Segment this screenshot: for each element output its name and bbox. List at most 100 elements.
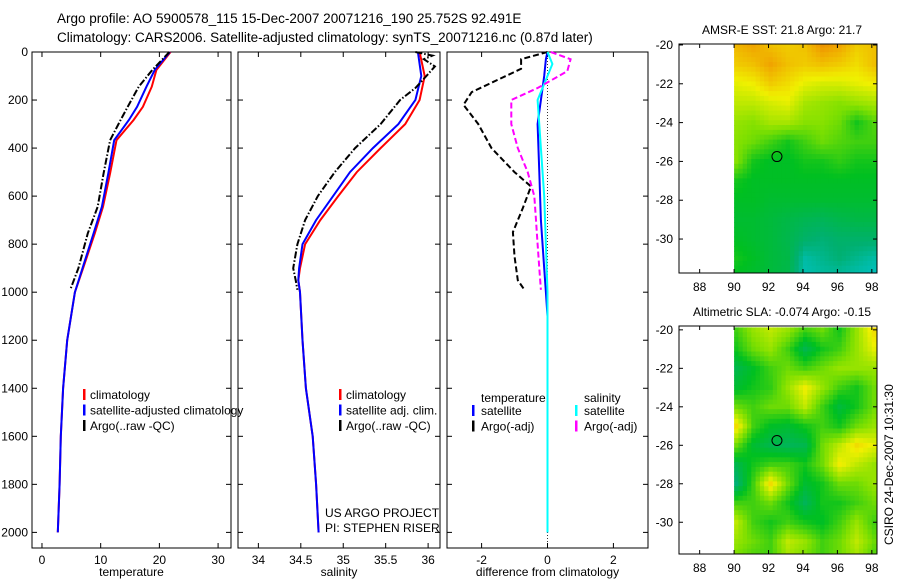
map-cell xyxy=(828,486,834,492)
map-cell xyxy=(828,529,834,535)
map-cell xyxy=(768,183,774,189)
map-cell xyxy=(858,57,864,63)
map-cell xyxy=(863,409,869,415)
map-cell xyxy=(824,491,830,497)
map-cell xyxy=(747,481,752,487)
map-cell xyxy=(751,529,757,535)
map-cell xyxy=(837,134,843,141)
map-cell xyxy=(867,471,873,478)
map-cell xyxy=(751,62,757,68)
map-cell xyxy=(785,52,791,58)
map-cell xyxy=(858,394,864,401)
map-cell xyxy=(759,57,765,63)
map-cell xyxy=(815,495,821,502)
x-tick-label: 10 xyxy=(94,553,108,567)
map-cell xyxy=(772,428,778,434)
map-cell xyxy=(837,241,843,247)
map-cell xyxy=(837,337,843,343)
map-cell xyxy=(815,163,821,170)
map-cell xyxy=(863,452,869,458)
map-cell xyxy=(747,270,752,273)
map-cell xyxy=(759,375,765,381)
map-cell xyxy=(734,466,739,473)
map-cell xyxy=(790,120,795,126)
map-cell xyxy=(785,332,791,338)
map-cell xyxy=(759,524,765,531)
map-cell xyxy=(751,471,757,478)
map-cell xyxy=(815,57,821,63)
map-cell xyxy=(790,351,795,357)
map-cell xyxy=(781,139,787,146)
map-cell xyxy=(798,332,804,338)
map-cell xyxy=(867,491,873,497)
map-cell xyxy=(824,418,830,425)
map-cell xyxy=(751,491,757,497)
map-cell xyxy=(850,390,856,396)
map-cell xyxy=(807,438,813,444)
map-cell xyxy=(854,66,860,73)
map-cell xyxy=(807,466,813,473)
map-cell xyxy=(863,129,869,136)
map-cell xyxy=(828,491,834,497)
map-cell xyxy=(785,365,791,372)
map-cell xyxy=(828,394,834,401)
map-cell xyxy=(867,159,873,165)
map-cell xyxy=(863,173,869,179)
header-line-2: Climatology: CARS2006. Satellite-adjuste… xyxy=(57,30,593,45)
map-cell xyxy=(854,231,860,238)
map-cell xyxy=(854,246,860,252)
map-cell xyxy=(790,428,795,434)
map-cell xyxy=(837,515,843,521)
map-cell xyxy=(820,524,826,531)
map-cell xyxy=(833,505,838,511)
map-cell xyxy=(785,129,791,136)
map-cell xyxy=(751,139,757,146)
map-cell xyxy=(803,265,808,272)
map-cell xyxy=(798,361,804,367)
map-cell xyxy=(820,62,826,68)
map-cell xyxy=(794,466,800,473)
map-cell xyxy=(790,144,795,150)
map-cell xyxy=(837,423,843,429)
map-cell xyxy=(734,231,739,238)
map-cell xyxy=(790,442,795,449)
map-cell xyxy=(772,260,778,267)
map-cell xyxy=(734,409,739,415)
map-cell xyxy=(803,105,808,112)
map-cell xyxy=(785,270,791,273)
x-axis-label: temperature xyxy=(99,565,164,579)
map-cell xyxy=(807,462,813,468)
map-cell xyxy=(781,163,787,170)
map-cell xyxy=(833,486,838,492)
map-cell xyxy=(815,442,821,449)
map-cell xyxy=(734,476,739,482)
map-cell xyxy=(794,332,800,338)
map-cell xyxy=(768,163,774,170)
map-cell xyxy=(798,76,804,82)
map-cell xyxy=(803,442,808,449)
map-cell xyxy=(798,197,804,204)
map-cell xyxy=(858,183,864,189)
map-cell xyxy=(781,385,787,391)
map-cell xyxy=(858,361,864,367)
map-cell xyxy=(768,47,774,53)
map-cell xyxy=(841,168,847,175)
map-cell xyxy=(841,380,847,386)
map-cell xyxy=(734,110,739,116)
map-cell xyxy=(828,260,834,267)
map-cell xyxy=(768,173,774,179)
map-cell xyxy=(781,433,787,439)
map-cell xyxy=(846,125,851,131)
map-cell xyxy=(863,534,869,540)
map-cell xyxy=(858,534,864,540)
map-cell xyxy=(742,100,748,107)
map-cell xyxy=(803,327,808,333)
map-cell xyxy=(863,57,869,63)
map-cell xyxy=(841,246,847,252)
map-cell xyxy=(854,212,860,218)
map-cell xyxy=(803,361,808,367)
map-cell xyxy=(751,178,757,184)
map-cell xyxy=(833,188,838,194)
map-cell xyxy=(764,543,770,550)
map-cell xyxy=(755,361,761,367)
